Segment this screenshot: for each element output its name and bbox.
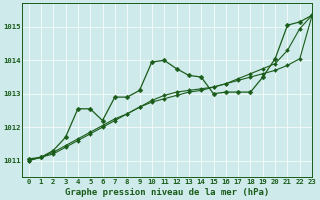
X-axis label: Graphe pression niveau de la mer (hPa): Graphe pression niveau de la mer (hPa)	[65, 188, 269, 197]
